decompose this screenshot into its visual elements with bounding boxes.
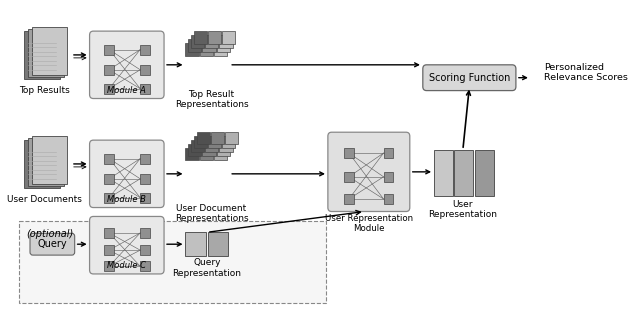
Bar [104, 65, 114, 75]
FancyBboxPatch shape [90, 140, 164, 207]
Text: User
Representation: User Representation [428, 200, 497, 219]
Bar [104, 228, 114, 238]
Bar [104, 174, 114, 184]
Bar [222, 31, 236, 44]
Bar [191, 35, 204, 48]
Text: User Document
Representations: User Document Representations [175, 204, 248, 223]
Bar [211, 132, 224, 144]
Bar [475, 150, 493, 196]
Bar [32, 27, 67, 75]
Bar [140, 154, 150, 163]
Bar [214, 43, 227, 56]
Text: Top Result
Representations: Top Result Representations [175, 90, 248, 109]
Bar [186, 148, 198, 160]
Bar [200, 43, 213, 56]
FancyBboxPatch shape [328, 132, 410, 212]
Bar [140, 228, 150, 238]
Bar [216, 39, 230, 52]
Bar [196, 132, 210, 144]
Text: Module C: Module C [108, 261, 147, 270]
Bar [186, 43, 198, 56]
Text: Personalized
Relevance Scores: Personalized Relevance Scores [544, 63, 628, 82]
Bar [28, 138, 63, 186]
Bar [24, 31, 60, 79]
FancyBboxPatch shape [90, 31, 164, 99]
Bar [104, 84, 114, 94]
Text: Top Results: Top Results [19, 86, 69, 95]
Bar [344, 148, 353, 158]
Bar [216, 144, 230, 156]
Bar [220, 35, 232, 48]
Bar [140, 245, 150, 255]
Bar [140, 45, 150, 55]
Bar [344, 194, 353, 204]
Bar [383, 172, 393, 182]
Bar [208, 136, 221, 148]
Bar [202, 144, 216, 156]
Text: User Representation
Module: User Representation Module [324, 214, 413, 233]
Bar [222, 136, 236, 148]
Bar [434, 150, 452, 196]
Bar [188, 39, 202, 52]
Bar [200, 148, 213, 160]
Bar [104, 154, 114, 163]
Bar [383, 148, 393, 158]
Text: Scoring Function: Scoring Function [429, 73, 510, 83]
Bar [140, 84, 150, 94]
FancyBboxPatch shape [30, 233, 75, 255]
Bar [140, 65, 150, 75]
Bar [208, 31, 221, 44]
Bar [344, 172, 353, 182]
Bar [140, 261, 150, 271]
Bar [28, 29, 63, 77]
Bar [454, 150, 473, 196]
Bar [32, 136, 67, 184]
Bar [19, 222, 326, 303]
Bar [205, 140, 218, 152]
Bar [225, 132, 238, 144]
Bar [214, 148, 227, 160]
Bar [220, 140, 232, 152]
Bar [104, 45, 114, 55]
Bar [24, 140, 60, 188]
Bar [186, 232, 206, 256]
Text: Module B: Module B [108, 195, 147, 203]
Text: User Documents: User Documents [6, 195, 81, 204]
Bar [104, 245, 114, 255]
Bar [208, 232, 228, 256]
Bar [191, 140, 204, 152]
Bar [104, 193, 114, 202]
Bar [383, 194, 393, 204]
Text: (optional): (optional) [26, 229, 74, 239]
Text: Query: Query [38, 239, 67, 249]
Bar [194, 136, 207, 148]
Bar [104, 261, 114, 271]
Bar [140, 174, 150, 184]
Text: Query
Representation: Query Representation [172, 258, 241, 278]
Text: Module A: Module A [108, 85, 147, 95]
Bar [194, 31, 207, 44]
FancyBboxPatch shape [90, 217, 164, 274]
Bar [202, 39, 216, 52]
FancyBboxPatch shape [423, 65, 516, 90]
Bar [140, 193, 150, 202]
Bar [205, 35, 218, 48]
Bar [188, 144, 202, 156]
